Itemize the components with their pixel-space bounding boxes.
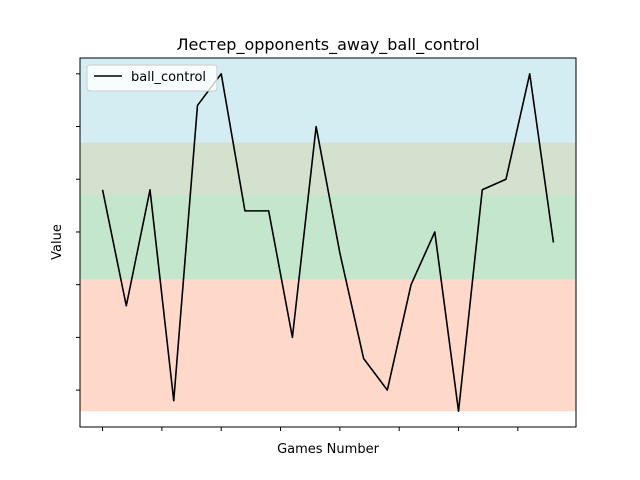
band-1 (80, 195, 576, 279)
legend-label: ball_control (131, 70, 206, 85)
x-axis-ticks (103, 427, 518, 431)
chart-title: Лестер_opponents_away_ball_control (176, 35, 479, 55)
band-0 (80, 279, 576, 411)
x-axis-label: Games Number (277, 442, 379, 457)
legend: ball_control (87, 65, 217, 91)
y-axis-label: Value (50, 224, 65, 260)
y-axis-ticks (76, 74, 80, 390)
